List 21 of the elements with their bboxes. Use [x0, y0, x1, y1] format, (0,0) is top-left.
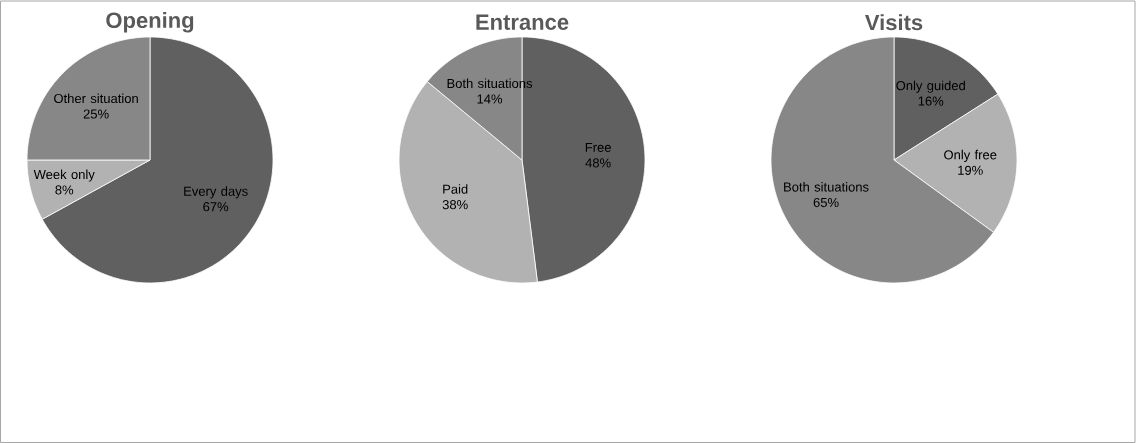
data-label: 67%	[203, 202, 229, 212]
data-label: 38%	[442, 200, 468, 210]
data-label: 19%	[958, 165, 983, 175]
data-label: 48%	[585, 158, 611, 168]
slice-label: Every days	[184, 186, 248, 199]
slice-label: Other situation	[54, 93, 138, 104]
slice-label: Paid	[443, 184, 468, 194]
data-label: 25%	[83, 109, 109, 119]
slice-label: Only free	[944, 149, 997, 162]
slice-label: Both situations	[447, 78, 533, 89]
slice-label: Week only	[33, 169, 95, 182]
chart-title: Visits	[865, 14, 923, 31]
data-label: 14%	[477, 94, 503, 104]
data-label: 16%	[918, 96, 944, 106]
data-label: 8%	[55, 185, 74, 195]
slice-label: Both situations	[784, 182, 869, 192]
data-label: 65%	[813, 197, 839, 208]
chart-title: Entrance	[476, 14, 569, 30]
chart-title: Opening	[106, 11, 194, 33]
slice-label: Free	[585, 142, 611, 152]
slice-label: Only guided	[896, 80, 965, 93]
